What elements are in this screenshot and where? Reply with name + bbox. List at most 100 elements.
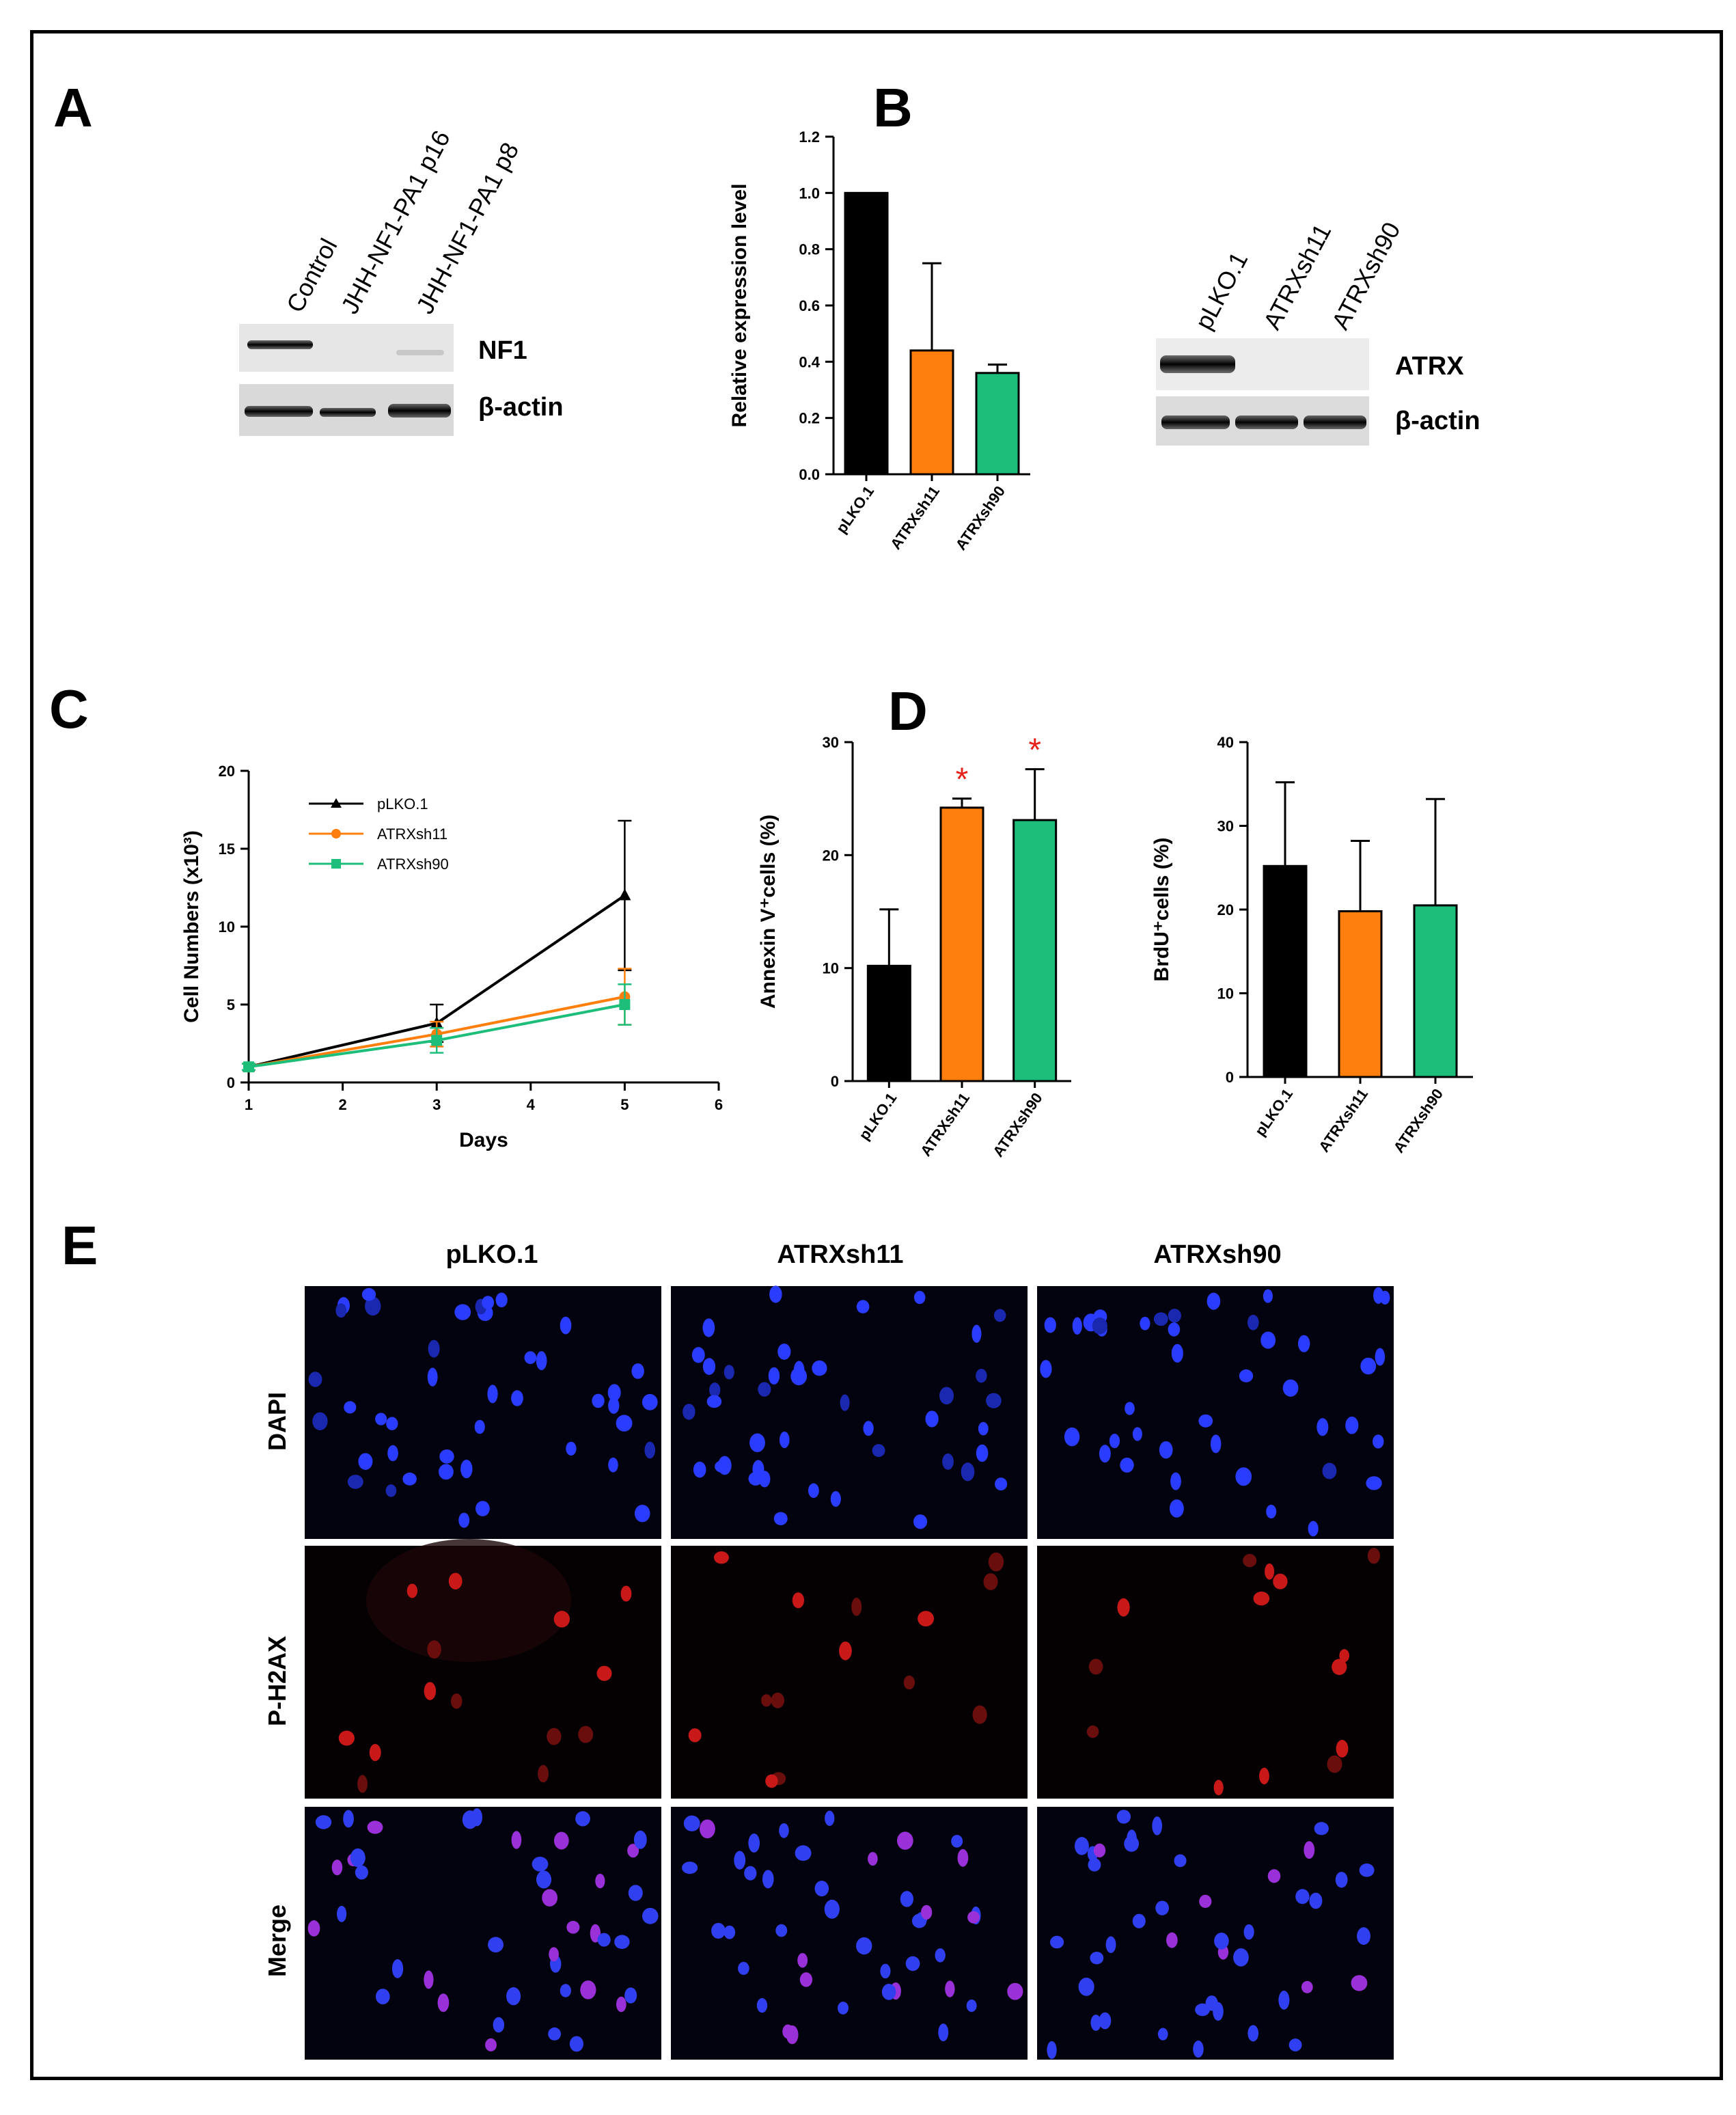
micro-image-tile [305,1807,661,2060]
cell-nucleus [549,1947,559,1962]
cell-nucleus [976,1444,989,1462]
cell-nucleus [1308,1520,1319,1537]
cell-nucleus [1336,1739,1349,1758]
cell-nucleus [1289,2038,1302,2051]
cell-nucleus [1309,1892,1323,1909]
legend-marker-plko [331,798,342,808]
cell-nucleus [566,1441,577,1456]
blot-a-actin-band [388,404,451,418]
y-tick-label: 30 [1217,818,1234,835]
legend-marker-sh90 [331,859,341,869]
cell-nucleus [942,1453,954,1470]
x-tick-label: ATRXsh90 [1390,1086,1446,1156]
cell-nucleus [634,1504,650,1523]
cell-nucleus [338,1730,355,1746]
cell-nucleus [1168,1322,1181,1337]
cell-nucleus [702,1318,715,1337]
blot-a-actin-band [245,406,313,417]
y-tick-label: 0.4 [799,353,820,370]
y-tick-label: 0.2 [799,410,820,427]
micro-col-title: ATRXsh11 [777,1240,903,1269]
cell-nucleus [808,1483,819,1498]
cell-nucleus [1258,1767,1269,1785]
y-tick-label: 0.0 [799,466,820,483]
cell-nucleus [967,1911,980,1924]
cell-nucleus [775,1924,788,1937]
cell-nucleus [830,1491,841,1507]
data-point [618,888,631,901]
cell-nucleus [424,1682,437,1700]
cell-nucleus [1099,1445,1111,1463]
y-tick-label: 20 [219,763,235,780]
cell-nucleus [1327,1755,1342,1773]
blot-b-actin-band [1235,415,1298,429]
cell-nucleus [799,1972,813,1987]
cell-nucleus [1171,1343,1183,1363]
cell-nucleus [627,1844,639,1858]
cell-nucleus [1253,1591,1270,1606]
cell-nucleus [839,1641,852,1661]
y-tick-label: 15 [219,841,235,858]
cell-nucleus [1174,1854,1187,1868]
cell-nucleus [920,1905,933,1920]
micro-row-title: P-H2AX [263,1636,291,1726]
bar-atrxsh11 [1338,910,1383,1078]
cell-nucleus [1260,1331,1276,1349]
cell-nucleus [709,1382,721,1398]
cell-nucleus [683,1815,700,1831]
cell-nucleus [1199,1894,1212,1909]
cell-nucleus [553,1831,569,1850]
blot-a-row-label: NF1 [478,336,527,365]
cell-nucleus [1168,1309,1181,1323]
cell-nucleus [1207,1292,1221,1310]
y-tick-label: 10 [219,918,235,936]
cell-nucleus [1153,1312,1168,1326]
cell-nucleus [1125,1402,1135,1415]
x-tick-label: pLKO.1 [833,483,877,536]
cell-nucleus [1132,1427,1142,1441]
cell-nucleus [1088,1659,1103,1675]
cell-nucleus [427,1367,438,1387]
cell-nucleus [744,1866,757,1881]
cell-nucleus [375,1413,387,1425]
cell-nucleus [1295,1889,1310,1905]
cell-nucleus [972,1324,982,1343]
y-tick-label: 0.8 [799,241,820,258]
cell-nucleus [688,1728,702,1743]
cell-nucleus [856,1300,870,1313]
cell-nucleus [532,1857,549,1872]
cell-nucleus [1040,1360,1052,1378]
cell-nucleus [1093,1843,1106,1857]
blot-b-actin-band [1161,415,1230,429]
cell-nucleus [771,1692,785,1708]
x-tick-label: ATRXsh11 [1315,1086,1371,1156]
cell-nucleus [357,1775,368,1793]
cell-nucleus [711,1922,726,1939]
cell-nucleus [976,1368,987,1383]
cell-nucleus [387,1445,398,1462]
y-axis-title: Annexin V⁺cells (%) [757,815,780,1009]
micro-row-title: DAPI [263,1392,291,1451]
cell-nucleus [439,1464,454,1480]
cell-nucleus [439,1449,454,1464]
cell-nucleus [1248,1314,1259,1331]
panel-letter-a: A [53,77,93,138]
cell-nucleus [1120,1457,1134,1473]
cell-nucleus [693,1461,706,1478]
cell-nucleus [758,1471,771,1488]
bar-atrxsh11 [939,806,984,1082]
cell-nucleus [391,1959,404,1978]
y-tick-label: 1.2 [799,128,820,146]
cell-nucleus [851,1597,862,1616]
micro-image-tile [305,1286,661,1539]
cell-nucleus [872,1444,885,1458]
y-tick-label: 20 [823,847,839,864]
micro-background-glow [366,1539,571,1662]
blot-a-lane-label: Control [281,234,343,317]
chart-annexin: 0 10 20 30 Annexin V⁺cells (%) pLKO.1 * ATRXsh1… [757,733,1071,1160]
cell-nucleus [471,1808,482,1827]
cell-nucleus [506,1987,521,2006]
cell-nucleus [683,1404,695,1420]
cell-nucleus [1366,1476,1382,1490]
cell-nucleus [1086,1725,1099,1738]
